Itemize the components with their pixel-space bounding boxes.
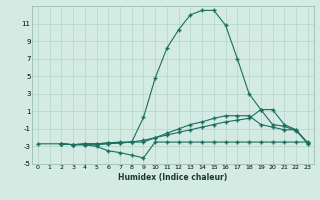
X-axis label: Humidex (Indice chaleur): Humidex (Indice chaleur) <box>118 173 228 182</box>
